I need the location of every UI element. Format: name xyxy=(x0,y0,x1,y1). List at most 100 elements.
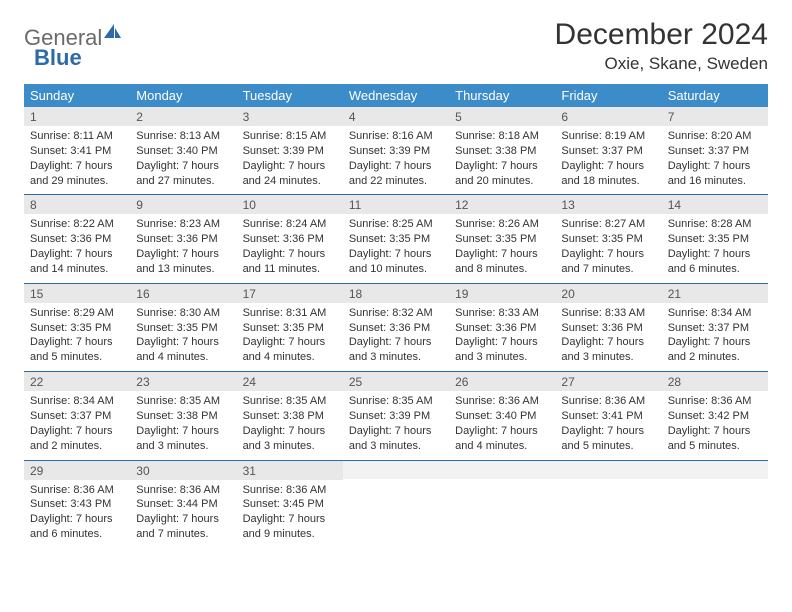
sunset-text: Sunset: 3:36 PM xyxy=(349,321,443,336)
sunset-text: Sunset: 3:39 PM xyxy=(349,409,443,424)
sunrise-text: Sunrise: 8:28 AM xyxy=(668,217,762,232)
sail-icon xyxy=(104,24,122,45)
daylight-line2: and 2 minutes. xyxy=(30,439,124,454)
week-row: 22Sunrise: 8:34 AMSunset: 3:37 PMDayligh… xyxy=(24,371,768,459)
sunrise-text: Sunrise: 8:36 AM xyxy=(668,394,762,409)
day-cell xyxy=(449,461,555,548)
daylight-line1: Daylight: 7 hours xyxy=(561,424,655,439)
day-cell: 16Sunrise: 8:30 AMSunset: 3:35 PMDayligh… xyxy=(130,284,236,371)
sunset-text: Sunset: 3:38 PM xyxy=(136,409,230,424)
day-number: 26 xyxy=(449,372,555,391)
day-cell: 3Sunrise: 8:15 AMSunset: 3:39 PMDaylight… xyxy=(237,107,343,194)
daylight-line1: Daylight: 7 hours xyxy=(349,335,443,350)
daylight-line1: Daylight: 7 hours xyxy=(136,247,230,262)
daylight-line1: Daylight: 7 hours xyxy=(455,159,549,174)
sunset-text: Sunset: 3:37 PM xyxy=(561,144,655,159)
sunset-text: Sunset: 3:37 PM xyxy=(30,409,124,424)
day-number: 5 xyxy=(449,107,555,126)
day-cell: 27Sunrise: 8:36 AMSunset: 3:41 PMDayligh… xyxy=(555,372,661,459)
day-body xyxy=(555,479,661,541)
day-body: Sunrise: 8:32 AMSunset: 3:36 PMDaylight:… xyxy=(343,303,449,371)
daylight-line2: and 6 minutes. xyxy=(30,527,124,542)
logo-text-block: General Blue xyxy=(24,24,122,69)
daylight-line2: and 24 minutes. xyxy=(243,174,337,189)
week-row: 1Sunrise: 8:11 AMSunset: 3:41 PMDaylight… xyxy=(24,107,768,194)
daylight-line2: and 7 minutes. xyxy=(561,262,655,277)
page-title: December 2024 xyxy=(555,18,768,52)
sunrise-text: Sunrise: 8:33 AM xyxy=(561,306,655,321)
sunrise-text: Sunrise: 8:26 AM xyxy=(455,217,549,232)
day-cell: 21Sunrise: 8:34 AMSunset: 3:37 PMDayligh… xyxy=(662,284,768,371)
daylight-line2: and 3 minutes. xyxy=(349,439,443,454)
day-cell: 13Sunrise: 8:27 AMSunset: 3:35 PMDayligh… xyxy=(555,195,661,282)
day-body: Sunrise: 8:26 AMSunset: 3:35 PMDaylight:… xyxy=(449,214,555,282)
sunrise-text: Sunrise: 8:25 AM xyxy=(349,217,443,232)
sunset-text: Sunset: 3:36 PM xyxy=(561,321,655,336)
day-number xyxy=(343,461,449,479)
dow-saturday: Saturday xyxy=(662,84,768,107)
day-number xyxy=(555,461,661,479)
daylight-line2: and 6 minutes. xyxy=(668,262,762,277)
daylight-line1: Daylight: 7 hours xyxy=(349,159,443,174)
sunrise-text: Sunrise: 8:22 AM xyxy=(30,217,124,232)
day-body: Sunrise: 8:33 AMSunset: 3:36 PMDaylight:… xyxy=(555,303,661,371)
sunrise-text: Sunrise: 8:29 AM xyxy=(30,306,124,321)
week-row: 29Sunrise: 8:36 AMSunset: 3:43 PMDayligh… xyxy=(24,460,768,548)
daylight-line2: and 16 minutes. xyxy=(668,174,762,189)
daylight-line1: Daylight: 7 hours xyxy=(349,247,443,262)
day-body: Sunrise: 8:31 AMSunset: 3:35 PMDaylight:… xyxy=(237,303,343,371)
sunset-text: Sunset: 3:36 PM xyxy=(136,232,230,247)
dow-sunday: Sunday xyxy=(24,84,130,107)
daylight-line1: Daylight: 7 hours xyxy=(455,424,549,439)
day-number: 18 xyxy=(343,284,449,303)
day-cell: 6Sunrise: 8:19 AMSunset: 3:37 PMDaylight… xyxy=(555,107,661,194)
day-cell: 17Sunrise: 8:31 AMSunset: 3:35 PMDayligh… xyxy=(237,284,343,371)
day-cell: 12Sunrise: 8:26 AMSunset: 3:35 PMDayligh… xyxy=(449,195,555,282)
daylight-line1: Daylight: 7 hours xyxy=(30,424,124,439)
day-cell: 23Sunrise: 8:35 AMSunset: 3:38 PMDayligh… xyxy=(130,372,236,459)
day-number: 19 xyxy=(449,284,555,303)
sunset-text: Sunset: 3:42 PM xyxy=(668,409,762,424)
day-number: 22 xyxy=(24,372,130,391)
day-body: Sunrise: 8:35 AMSunset: 3:38 PMDaylight:… xyxy=(130,391,236,459)
day-body: Sunrise: 8:35 AMSunset: 3:38 PMDaylight:… xyxy=(237,391,343,459)
sunset-text: Sunset: 3:39 PM xyxy=(349,144,443,159)
sunset-text: Sunset: 3:35 PM xyxy=(30,321,124,336)
day-number: 7 xyxy=(662,107,768,126)
day-body: Sunrise: 8:36 AMSunset: 3:42 PMDaylight:… xyxy=(662,391,768,459)
daylight-line1: Daylight: 7 hours xyxy=(30,247,124,262)
day-cell: 7Sunrise: 8:20 AMSunset: 3:37 PMDaylight… xyxy=(662,107,768,194)
daylight-line1: Daylight: 7 hours xyxy=(136,424,230,439)
sunrise-text: Sunrise: 8:35 AM xyxy=(136,394,230,409)
logo-word2: Blue xyxy=(34,47,122,69)
sunset-text: Sunset: 3:36 PM xyxy=(243,232,337,247)
day-cell: 11Sunrise: 8:25 AMSunset: 3:35 PMDayligh… xyxy=(343,195,449,282)
daylight-line1: Daylight: 7 hours xyxy=(136,512,230,527)
daylight-line2: and 9 minutes. xyxy=(243,527,337,542)
sunset-text: Sunset: 3:41 PM xyxy=(30,144,124,159)
sunrise-text: Sunrise: 8:20 AM xyxy=(668,129,762,144)
day-number: 30 xyxy=(130,461,236,480)
weeks-container: 1Sunrise: 8:11 AMSunset: 3:41 PMDaylight… xyxy=(24,107,768,548)
sunrise-text: Sunrise: 8:36 AM xyxy=(30,483,124,498)
daylight-line1: Daylight: 7 hours xyxy=(455,335,549,350)
daylight-line1: Daylight: 7 hours xyxy=(561,247,655,262)
daylight-line2: and 3 minutes. xyxy=(136,439,230,454)
day-body: Sunrise: 8:36 AMSunset: 3:43 PMDaylight:… xyxy=(24,480,130,548)
sunset-text: Sunset: 3:37 PM xyxy=(668,144,762,159)
day-number xyxy=(662,461,768,479)
day-body: Sunrise: 8:33 AMSunset: 3:36 PMDaylight:… xyxy=(449,303,555,371)
sunset-text: Sunset: 3:38 PM xyxy=(455,144,549,159)
logo: General Blue xyxy=(24,18,122,69)
day-number: 24 xyxy=(237,372,343,391)
sunrise-text: Sunrise: 8:35 AM xyxy=(243,394,337,409)
daylight-line1: Daylight: 7 hours xyxy=(243,424,337,439)
sunrise-text: Sunrise: 8:36 AM xyxy=(455,394,549,409)
sunrise-text: Sunrise: 8:32 AM xyxy=(349,306,443,321)
day-cell xyxy=(662,461,768,548)
sunrise-text: Sunrise: 8:19 AM xyxy=(561,129,655,144)
day-cell: 24Sunrise: 8:35 AMSunset: 3:38 PMDayligh… xyxy=(237,372,343,459)
day-body: Sunrise: 8:30 AMSunset: 3:35 PMDaylight:… xyxy=(130,303,236,371)
daylight-line2: and 7 minutes. xyxy=(136,527,230,542)
day-number: 6 xyxy=(555,107,661,126)
